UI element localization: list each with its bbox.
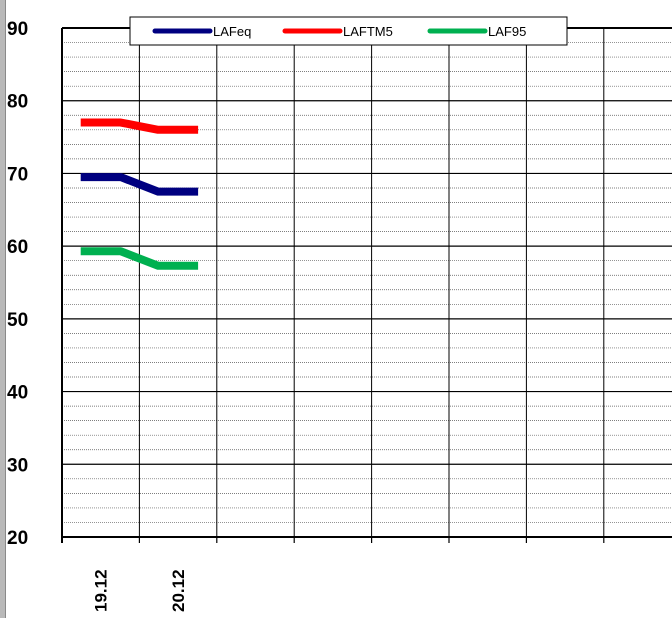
x-tick-label: 19.12: [92, 569, 111, 612]
data-point-laf95: [100, 250, 102, 252]
x-tick-label: 20.12: [169, 569, 188, 612]
y-tick-label: 20: [7, 528, 28, 549]
y-axis-ticks: 20 30 40 50 60 70 80 90: [7, 19, 28, 549]
y-tick-label: 30: [7, 455, 28, 476]
series-lines: [80, 118, 199, 270]
y-tick-label: 40: [7, 383, 28, 404]
plot-border: [61, 27, 672, 543]
y-tick-label: 60: [7, 237, 28, 258]
y-tick-label: 50: [7, 310, 28, 331]
x-axis-ticks: 19.12 20.12: [92, 569, 188, 612]
data-point-laftm5: [177, 129, 179, 131]
legend-label-laftm5: LAFTM5: [343, 24, 393, 39]
y-tick-label: 80: [7, 92, 28, 113]
grid-lines: [62, 27, 672, 538]
y-tick-label: 70: [7, 164, 28, 185]
data-point-lafeq: [177, 191, 179, 193]
window-left-border: [0, 0, 6, 618]
y-tick-label: 90: [7, 19, 28, 40]
legend: LAFeq LAFTM5 LAF95: [129, 16, 568, 46]
legend-label-lafeq: LAFeq: [213, 24, 251, 39]
legend-label-laf95: LAF95: [488, 24, 526, 39]
data-point-lafeq: [100, 176, 102, 178]
data-point-laf95: [177, 265, 179, 267]
series-line-laftm5: [80, 118, 199, 134]
data-point-laftm5: [100, 122, 102, 124]
